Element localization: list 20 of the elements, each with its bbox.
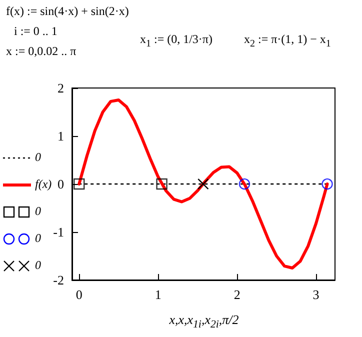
- legend-label: f(x): [35, 177, 52, 192]
- x-tick-label: 0: [76, 287, 82, 302]
- y-tick-label: 0: [58, 176, 64, 192]
- x-tick-label: 2: [234, 287, 240, 302]
- text: f(x) := sin(4·x) + sin(2·x): [6, 4, 129, 19]
- text: x$_{2}$ := π·(1, 1) − x$_{1}$: [244, 32, 331, 50]
- legend-label: 0: [35, 258, 41, 273]
- legend-label: 0: [35, 231, 41, 246]
- x-axis-title: x,x,x$_{1i}$,x$_{2i}$,π/2: [168, 312, 240, 331]
- y-tick-label: 2: [58, 80, 64, 96]
- y-tick-label: -2: [53, 272, 64, 288]
- legend-label: 0: [35, 150, 41, 165]
- x-tick-label: 3: [312, 287, 320, 302]
- text: x$_{1}$ := (0, 1/3·π): [140, 32, 212, 50]
- text: x := 0,0.02 .. π: [6, 44, 76, 59]
- x-tick-label: 1: [154, 287, 162, 302]
- y-tick-label: -1: [53, 224, 64, 240]
- text: i := 0 .. 1: [14, 24, 58, 39]
- legend-label: 0: [35, 204, 41, 219]
- y-tick-label: 1: [58, 128, 64, 144]
